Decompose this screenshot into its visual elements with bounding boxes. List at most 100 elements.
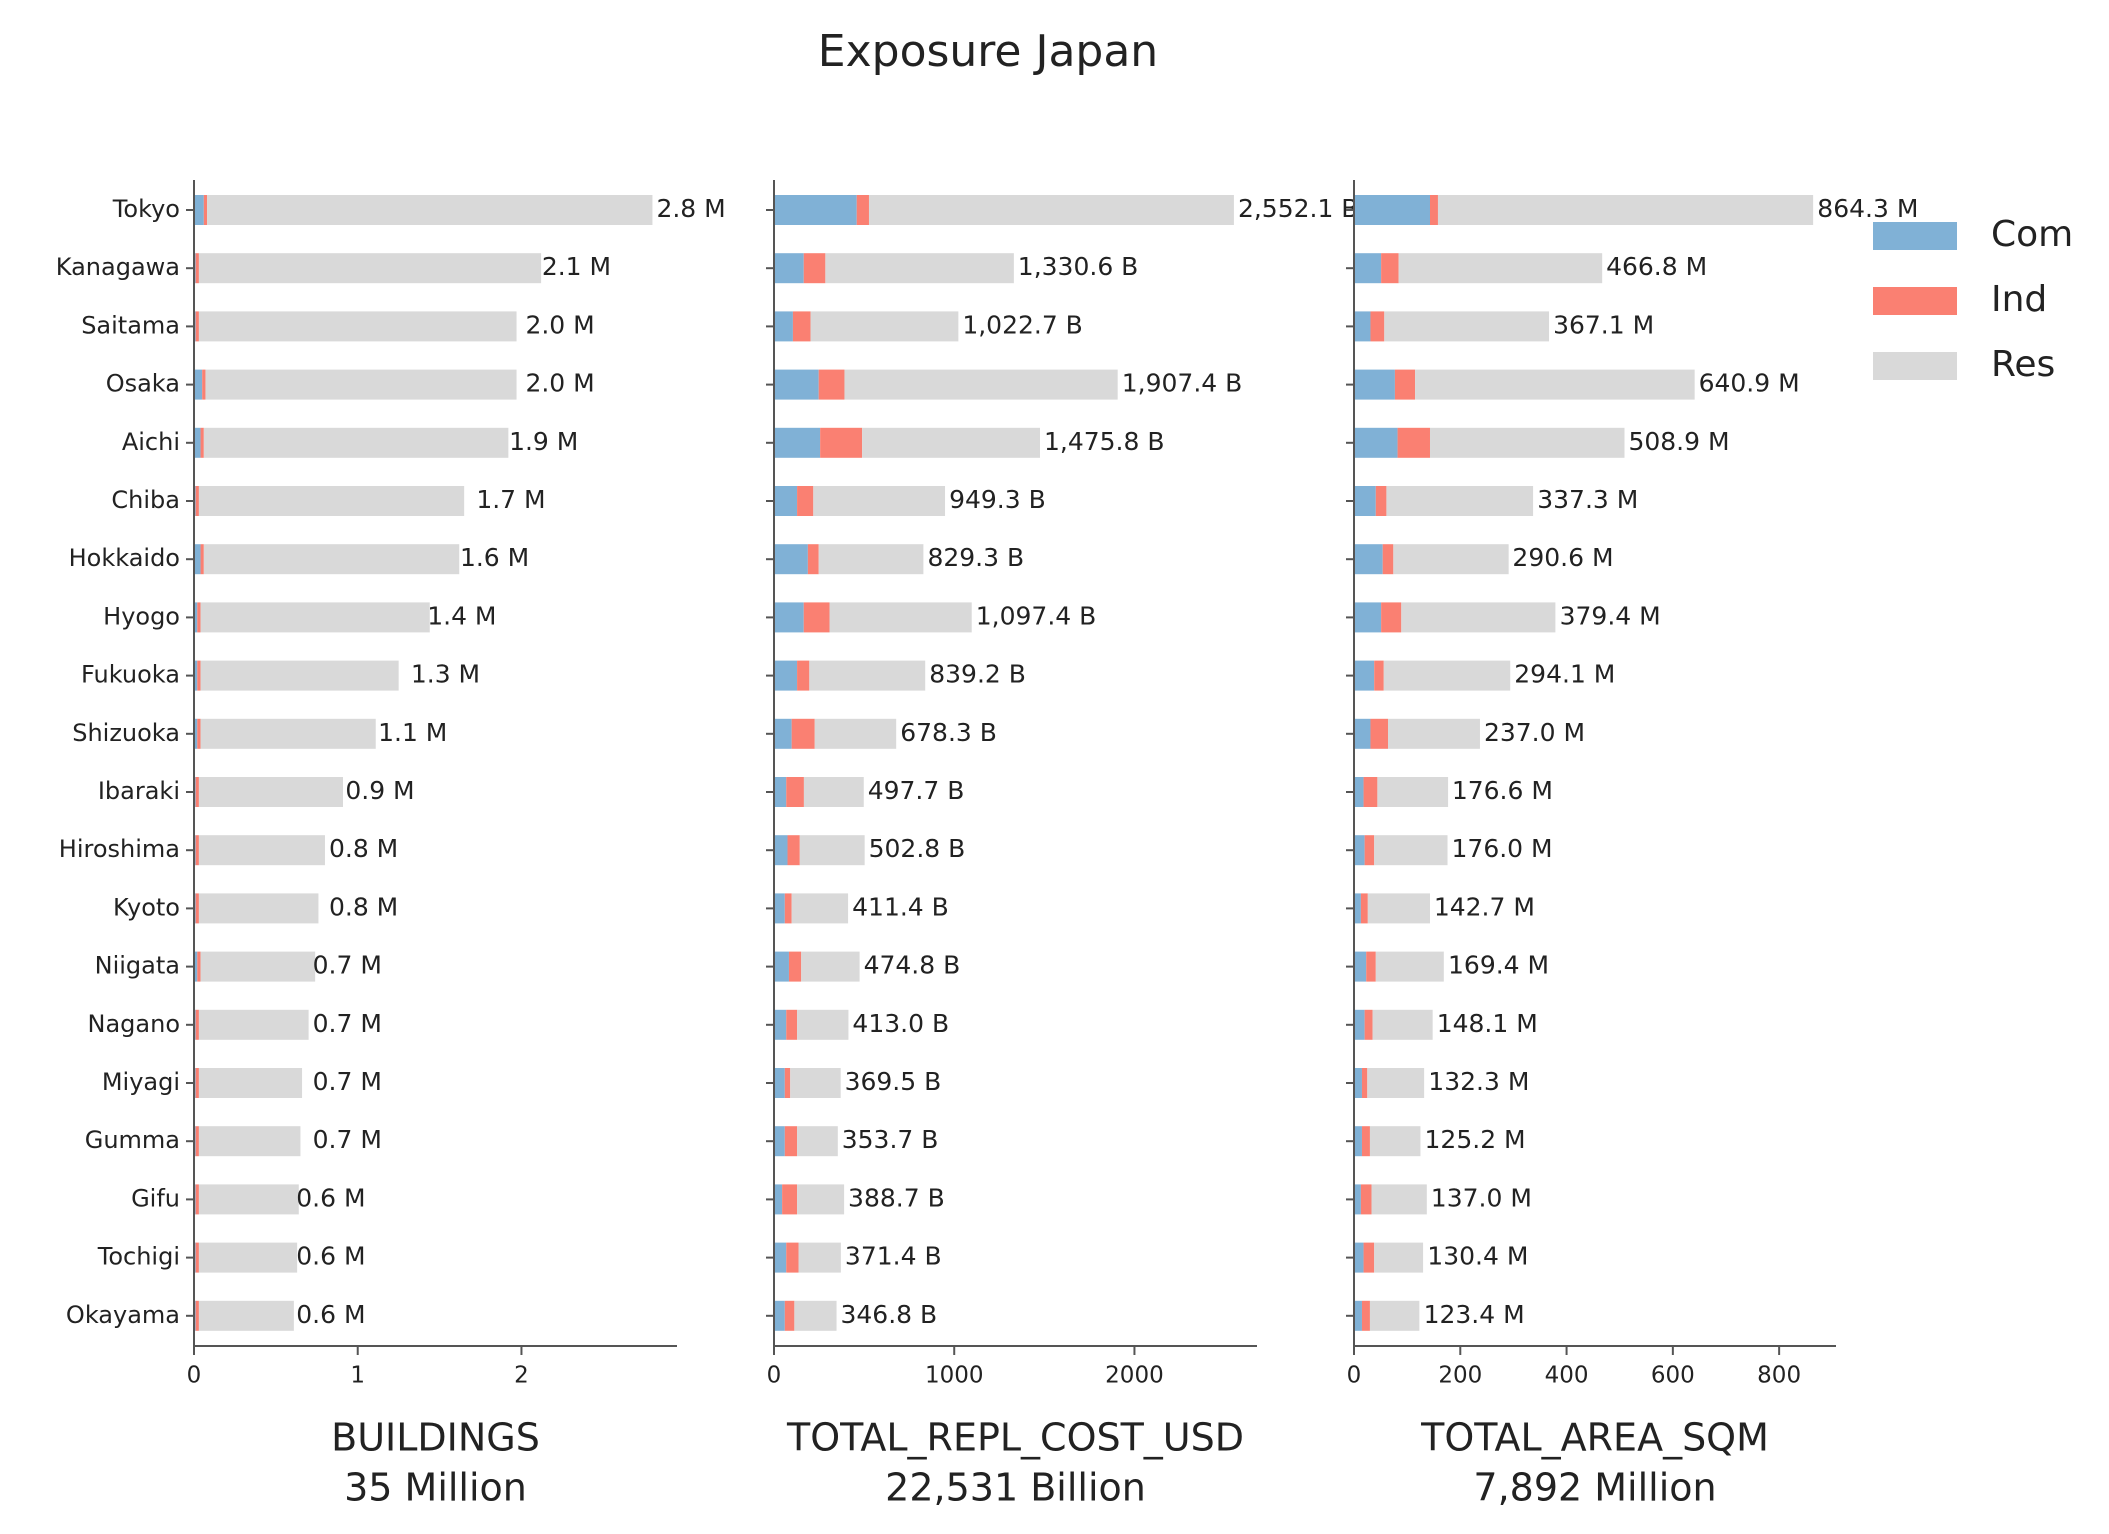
- value-label: 137.0 M: [1431, 1183, 1532, 1212]
- value-label: 949.3 B: [949, 485, 1046, 514]
- value-label: 371.4 B: [845, 1242, 942, 1271]
- value-label: 1.7 M: [476, 485, 545, 514]
- bar-segment: [774, 311, 793, 342]
- value-label: 864.3 M: [1817, 194, 1918, 223]
- bar-segment: [784, 1300, 795, 1331]
- bar-segment: [1354, 893, 1361, 924]
- bar-segment: [198, 1126, 301, 1157]
- value-label: 413.0 B: [852, 1009, 949, 1038]
- value-label: 2,552.1 B: [1238, 194, 1359, 223]
- bar-segment: [197, 602, 201, 633]
- bar-segment: [195, 311, 199, 342]
- value-label: 148.1 M: [1437, 1009, 1538, 1038]
- y-tick-label: Chiba: [111, 486, 180, 514]
- y-tick-label: Kanagawa: [56, 253, 180, 281]
- value-label: 125.2 M: [1425, 1125, 1526, 1154]
- value-label: 367.1 M: [1553, 310, 1654, 339]
- bar-segment: [803, 777, 864, 807]
- y-tick-label: Ibaraki: [98, 777, 180, 805]
- bar-segment: [1394, 369, 1416, 400]
- value-label: 1,097.4 B: [976, 601, 1097, 630]
- bar-segment: [774, 1009, 787, 1040]
- bar-segment: [774, 427, 821, 458]
- bar-segment: [784, 893, 792, 924]
- bar-segment: [1354, 544, 1383, 575]
- y-tick-label: Hokkaido: [69, 544, 180, 572]
- bar-segment: [202, 369, 206, 400]
- bar-segment: [1367, 893, 1430, 924]
- legend-label: Ind: [1991, 279, 2047, 320]
- bar-segment: [1374, 660, 1384, 691]
- bar-segment: [791, 893, 849, 924]
- bar-segment: [194, 427, 201, 458]
- bar-segment: [787, 835, 800, 866]
- bar-segment: [774, 1300, 785, 1331]
- bar-segment: [774, 544, 808, 575]
- bar-segment: [1370, 311, 1385, 342]
- bar-segment: [1397, 427, 1430, 458]
- bar-segment: [803, 602, 830, 633]
- bar-segment: [774, 660, 798, 691]
- bar-segment: [1364, 1009, 1373, 1040]
- y-tick-label: Aichi: [122, 428, 180, 456]
- bar-segment: [205, 369, 517, 400]
- value-label: 474.8 B: [864, 951, 961, 980]
- bar-segment: [197, 951, 201, 982]
- value-label: 678.3 B: [900, 718, 997, 747]
- bar-segment: [856, 195, 869, 225]
- bar-segment: [203, 427, 509, 458]
- value-label: 0.8 M: [329, 834, 398, 863]
- bar-segment: [1371, 1184, 1427, 1215]
- y-tick-label: Hiroshima: [59, 835, 180, 863]
- bar-segment: [862, 427, 1041, 458]
- bar-segment: [207, 195, 653, 225]
- bar-segment: [774, 602, 804, 633]
- bar-segment: [195, 1009, 199, 1040]
- bar-segment: [198, 1009, 309, 1040]
- bar-segment: [194, 544, 201, 575]
- x-tick-label: 1: [350, 1363, 365, 1389]
- bar-segment: [1383, 660, 1511, 691]
- y-tick-label: Saitama: [81, 311, 180, 339]
- bar-segment: [810, 311, 959, 342]
- bar-segment: [198, 1242, 298, 1273]
- bar-segment: [197, 660, 201, 691]
- bar-segment: [801, 951, 860, 982]
- bar-segment: [1354, 660, 1375, 691]
- figure-title: Exposure Japan: [818, 26, 1158, 77]
- bar-segment: [798, 1242, 841, 1273]
- bar-segment: [1393, 544, 1509, 575]
- bar-segment: [1354, 1184, 1361, 1215]
- bar-segment: [813, 486, 946, 516]
- y-tick-label: Shizuoka: [72, 719, 180, 747]
- x-axis-total: 22,531 Billion: [885, 1466, 1146, 1510]
- bar-segment: [1369, 1300, 1420, 1331]
- value-label: 1.6 M: [460, 543, 529, 572]
- y-tick-label: Niigata: [95, 952, 180, 980]
- bar-segment: [774, 951, 789, 982]
- bar-segment: [198, 253, 542, 284]
- bar-segment: [809, 660, 926, 691]
- bar-segment: [774, 718, 792, 749]
- bar-segment: [818, 544, 924, 575]
- bar-segment: [200, 602, 430, 633]
- bar-segment: [774, 893, 785, 924]
- value-label: 353.7 B: [842, 1125, 939, 1154]
- bar-segment: [774, 777, 787, 807]
- bar-segment: [1415, 369, 1695, 400]
- bar-segment: [200, 544, 204, 575]
- bar-segment: [1354, 311, 1371, 342]
- value-label: 176.6 M: [1452, 776, 1553, 805]
- bar-segment: [1354, 951, 1367, 982]
- value-label: 123.4 M: [1424, 1300, 1525, 1329]
- value-label: 176.0 M: [1452, 834, 1553, 863]
- bar-segment: [774, 1068, 785, 1098]
- y-tick-label: Miyagi: [102, 1068, 180, 1096]
- bar-segment: [807, 544, 819, 575]
- bar-segment: [1354, 253, 1382, 284]
- bar-segment: [1354, 1242, 1364, 1273]
- bar-segment: [803, 253, 826, 284]
- value-label: 169.4 M: [1448, 951, 1549, 980]
- y-tick-label: Tokyo: [112, 195, 180, 223]
- value-label: 2.1 M: [542, 252, 611, 281]
